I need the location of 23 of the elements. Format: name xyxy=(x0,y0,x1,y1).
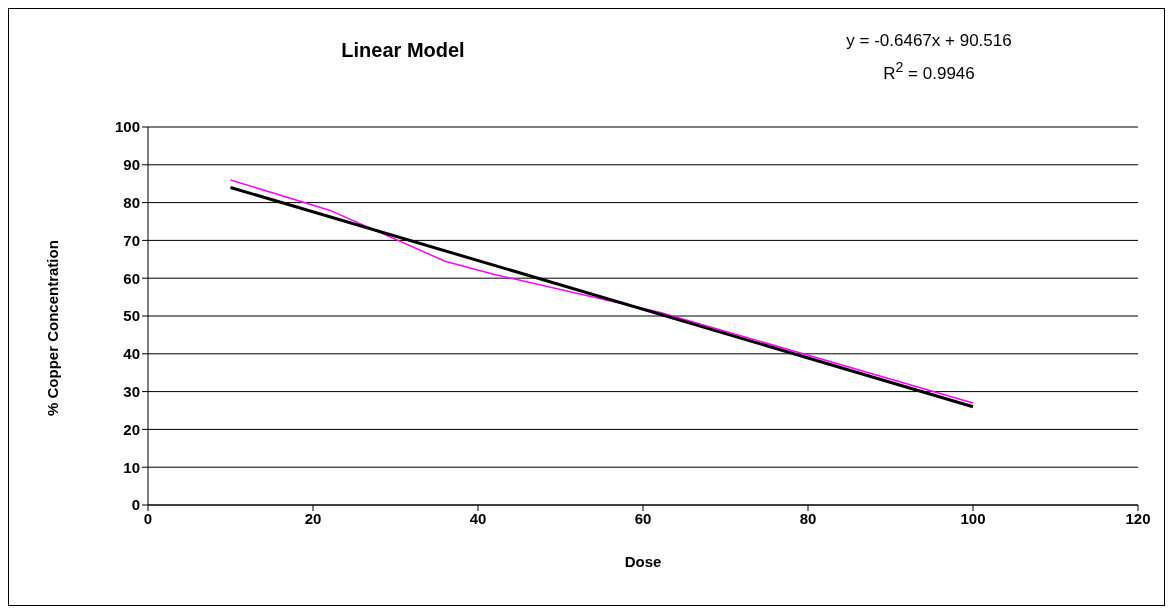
x-tick-label: 0 xyxy=(143,509,153,527)
y-tick-label: 70 xyxy=(123,231,140,249)
text: R$^{2}$ = 0.9946 xyxy=(882,59,976,84)
y-tick-label: 80 xyxy=(123,193,140,211)
x-tick-label: 40 xyxy=(469,509,487,527)
y-tick-label: 50 xyxy=(123,307,140,325)
x-tick-label: 120 xyxy=(1125,509,1151,527)
x-tick-label: 60 xyxy=(634,509,652,527)
x-tick-label: 20 xyxy=(304,509,322,527)
y-tick-label: 40 xyxy=(123,345,140,363)
y-tick-label: 0 xyxy=(131,496,140,514)
y-tick-label: 90 xyxy=(123,156,140,174)
x-tick-label: 100 xyxy=(960,509,986,527)
x-axis-title: Dose xyxy=(624,553,662,570)
y-tick-label: 10 xyxy=(123,458,140,476)
y-tick-label: 60 xyxy=(123,269,140,287)
y-tick-label: 100 xyxy=(114,118,140,136)
chart-title: Linear Model xyxy=(340,39,466,62)
y-axis-title: % Copper Concentration xyxy=(44,240,62,416)
y-tick-label: 30 xyxy=(123,382,140,400)
text: y = -0.6467x + 90.516 xyxy=(845,31,1013,51)
x-tick-label: 80 xyxy=(799,509,817,527)
y-tick-label: 20 xyxy=(123,420,140,438)
